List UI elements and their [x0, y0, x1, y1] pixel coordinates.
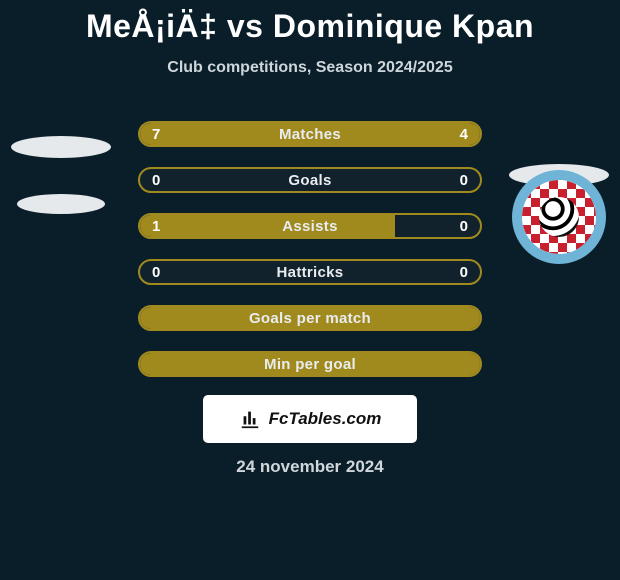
stat-bar-goals: 0 0 Goals — [138, 167, 482, 193]
footer-brand-text: FcTables.com — [269, 409, 382, 429]
footer-brand-box[interactable]: FcTables.com — [203, 395, 417, 443]
stat-bar-assists: 1 0 Assists — [138, 213, 482, 239]
stat-label: Matches — [140, 123, 480, 145]
club-badge — [512, 170, 606, 264]
subtitle: Club competitions, Season 2024/2025 — [0, 59, 620, 77]
stat-label: Goals per match — [140, 307, 480, 329]
stat-label: Assists — [140, 215, 480, 237]
stat-bar-min-per-goal: Min per goal — [138, 351, 482, 377]
stat-bar-matches: 7 4 Matches — [138, 121, 482, 147]
player-left-badge — [6, 120, 116, 230]
chart-icon — [239, 408, 261, 430]
ellipse-shape — [11, 136, 111, 158]
stat-label: Min per goal — [140, 353, 480, 375]
stat-bars: 7 4 Matches 0 0 Goals 1 0 Assists 0 0 Ha… — [138, 121, 482, 377]
soccer-ball-icon — [539, 197, 579, 237]
date-label: 24 november 2024 — [0, 457, 620, 477]
stat-label: Hattricks — [140, 261, 480, 283]
page-title: MeÅ¡iÄ‡ vs Dominique Kpan — [0, 0, 620, 45]
stat-bar-goals-per-match: Goals per match — [138, 305, 482, 331]
stat-label: Goals — [140, 169, 480, 191]
stat-bar-hattricks: 0 0 Hattricks — [138, 259, 482, 285]
ellipse-shape — [17, 194, 105, 214]
